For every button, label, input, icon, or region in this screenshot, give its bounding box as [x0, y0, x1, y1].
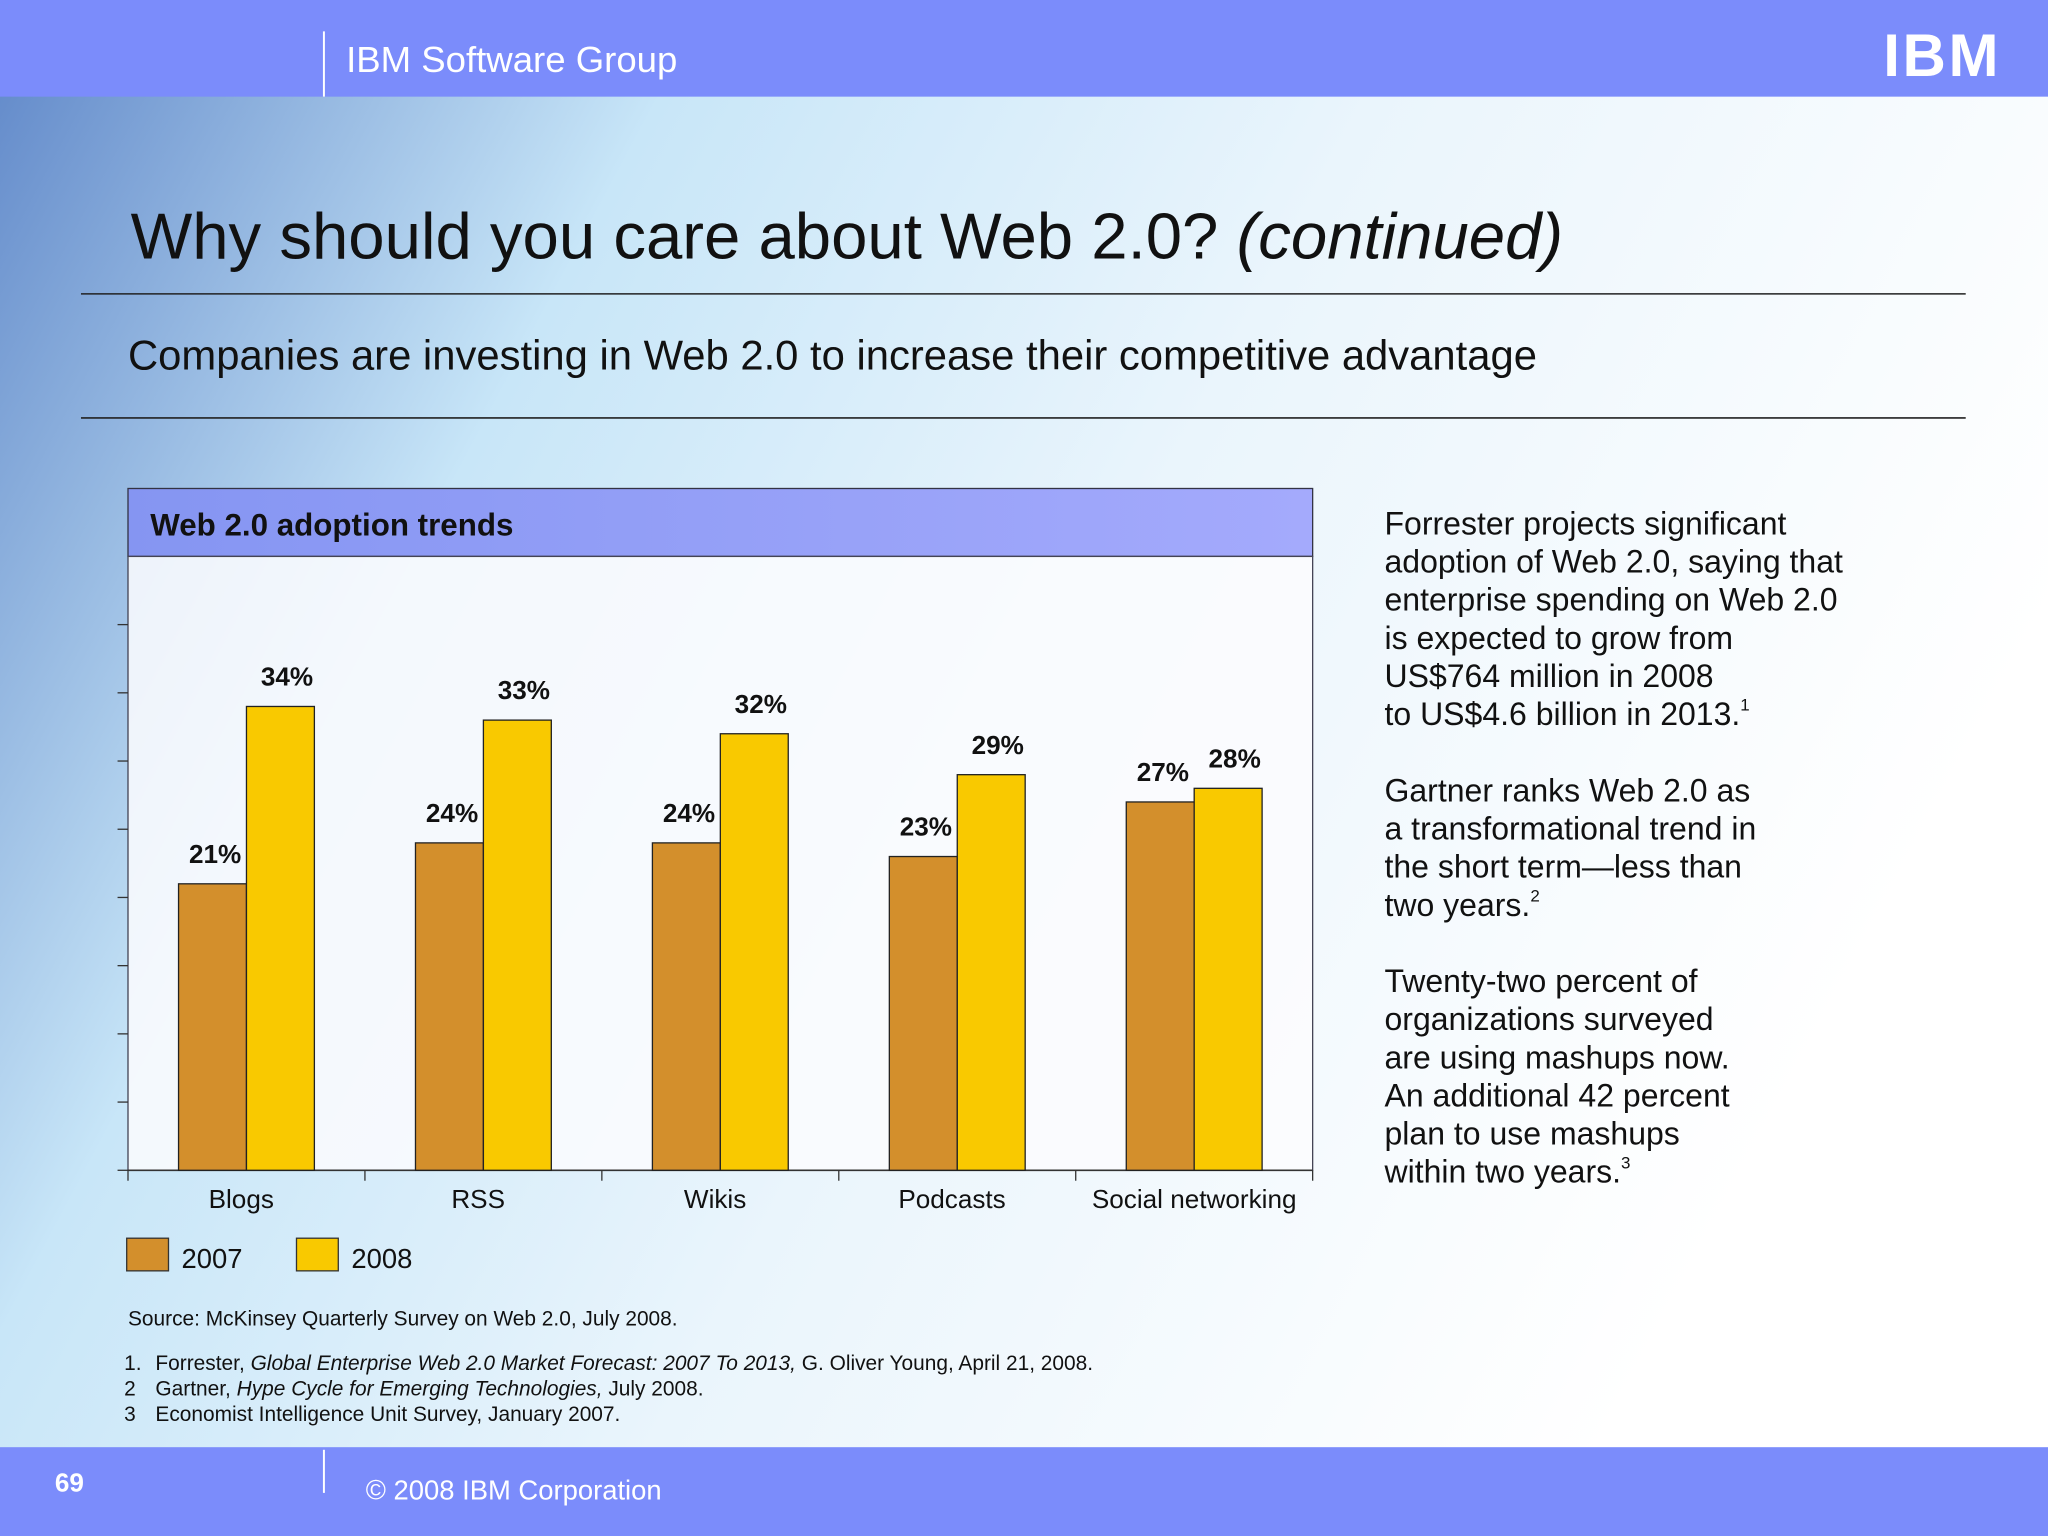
- sidebar-line: the short term—less than: [1384, 849, 1741, 885]
- sidebar-line: adoption of Web 2.0, saying that: [1384, 544, 1843, 580]
- legend-label: 2008: [351, 1243, 412, 1274]
- footnote-number: 3: [124, 1403, 136, 1426]
- sidebar-line: Twenty-two percent of: [1384, 963, 1697, 999]
- footnote-number: 2: [124, 1378, 136, 1401]
- sidebar-text: within two years.: [1383, 1154, 1621, 1190]
- bar: [482, 719, 552, 1171]
- sidebar-text: adoption of Web 2.0, saying that: [1384, 544, 1843, 580]
- sidebar-text: a transformational trend in: [1384, 811, 1756, 847]
- x-tick-label: Blogs: [209, 1184, 274, 1214]
- data-label: 28%: [1209, 743, 1261, 773]
- footnote: Economist Intelligence Unit Survey, Janu…: [155, 1403, 620, 1426]
- sidebar-line: enterprise spending on Web 2.0: [1384, 582, 1837, 618]
- sidebar-line: US$764 million in 2008: [1384, 658, 1713, 694]
- sidebar-line: a transformational trend in: [1384, 811, 1756, 847]
- footnote: Gartner, Hype Cycle for Emerging Technol…: [155, 1378, 703, 1401]
- legend-swatch: [126, 1237, 170, 1272]
- bar: [245, 705, 316, 1171]
- header-band: [0, 0, 2048, 97]
- footnote-work: Hype Cycle for Emerging Technologies,: [237, 1378, 603, 1401]
- x-tick-label: Wikis: [684, 1184, 746, 1214]
- x-tick-label: Social networking: [1092, 1184, 1297, 1214]
- bar: [719, 733, 789, 1171]
- note-ref: 2: [1530, 887, 1539, 906]
- sidebar-text: is expected to grow from: [1384, 620, 1733, 656]
- sidebar-text: Gartner ranks Web 2.0 as: [1384, 773, 1750, 809]
- sidebar-line: An additional 42 percent: [1384, 1078, 1729, 1114]
- data-label: 27%: [1137, 757, 1189, 787]
- data-label: 23%: [900, 812, 952, 842]
- footer-band: [0, 1447, 2048, 1536]
- bar: [651, 842, 721, 1171]
- bar: [956, 774, 1026, 1171]
- x-tick-label: Podcasts: [898, 1184, 1005, 1214]
- logo: IBM: [1883, 22, 2001, 89]
- sidebar-text: Twenty-two percent of: [1384, 963, 1697, 999]
- bar: [177, 883, 248, 1171]
- footnote-source: Economist Intelligence Unit Survey, Janu…: [155, 1403, 620, 1426]
- title-main: Why should you care about Web 2.0?: [131, 200, 1219, 273]
- sidebar-text: US$764 million in 2008: [1384, 658, 1713, 694]
- data-label: 24%: [663, 798, 715, 828]
- sidebar-line: plan to use mashups: [1384, 1116, 1679, 1152]
- sidebar-text: two years.: [1384, 887, 1530, 923]
- legend-swatch: [295, 1237, 339, 1272]
- x-tick-label: RSS: [451, 1184, 505, 1214]
- copyright: © 2008 IBM Corporation: [366, 1474, 662, 1505]
- sidebar-text: plan to use mashups: [1384, 1116, 1679, 1152]
- title-suffix: (continued): [1237, 200, 1564, 273]
- note-ref: 1: [1740, 696, 1749, 715]
- footnote-work: Global Enterprise Web 2.0 Market Forecas…: [251, 1352, 796, 1375]
- sidebar-text: the short term—less than: [1384, 849, 1741, 885]
- sidebar-line: are using mashups now.: [1384, 1040, 1729, 1076]
- data-label: 34%: [261, 662, 313, 692]
- bar: [888, 855, 958, 1171]
- sidebar-line: Gartner ranks Web 2.0 as: [1384, 773, 1750, 809]
- sidebar-line: within two years.3: [1383, 1154, 1630, 1190]
- note-ref: 3: [1621, 1154, 1630, 1173]
- sidebar-text: organizations surveyed: [1384, 1002, 1713, 1038]
- sidebar-text: An additional 42 percent: [1384, 1078, 1729, 1114]
- sidebar-text: enterprise spending on Web 2.0: [1384, 582, 1837, 618]
- data-label: 21%: [189, 839, 241, 869]
- sidebar-line: two years.2: [1384, 887, 1539, 923]
- sidebar-line: to US$4.6 billion in 2013.1: [1384, 696, 1749, 732]
- footnotes: 1. Forrester, Global Enterprise Web 2.0 M…: [124, 1352, 1093, 1426]
- footnote-source: Forrester,: [155, 1352, 244, 1375]
- legend-label: 2007: [182, 1243, 243, 1274]
- sidebar-text: are using mashups now.: [1384, 1040, 1729, 1076]
- data-label: 33%: [498, 675, 550, 705]
- bar: [1193, 787, 1263, 1171]
- chart-title: Web 2.0 adoption trends: [150, 508, 513, 543]
- header-group: IBM Software Group: [346, 39, 677, 80]
- footnote-rest: G. Oliver Young, April 21, 2008.: [802, 1352, 1093, 1375]
- data-label: 32%: [735, 689, 787, 719]
- sidebar-line: is expected to grow from: [1384, 620, 1733, 656]
- data-label: 24%: [426, 798, 478, 828]
- data-label: 29%: [972, 730, 1024, 760]
- sidebar-text: to US$4.6 billion in 2013.: [1384, 697, 1740, 733]
- bar: [1125, 801, 1195, 1171]
- sidebar-line: Forrester projects significant: [1384, 506, 1786, 542]
- chart-source: Source: McKinsey Quarterly Survey on Web…: [128, 1308, 678, 1331]
- bar: [414, 842, 485, 1171]
- page-number: 69: [55, 1468, 84, 1498]
- footnote-source: Gartner,: [155, 1378, 230, 1401]
- footnote: Forrester, Global Enterprise Web 2.0 Mar…: [155, 1352, 1093, 1375]
- footnote-rest: July 2008.: [608, 1378, 703, 1401]
- footnote-number: 1.: [124, 1352, 141, 1375]
- title: Why should you care about Web 2.0? (cont…: [131, 200, 1564, 273]
- chart: Blogs 21% 34% RSS 24% 33% Wikis 24% 32% Podcasts 2…: [117, 623, 1314, 1274]
- sidebar-text: Forrester projects significant: [1384, 506, 1786, 542]
- subtitle: Companies are investing in Web 2.0 to in…: [128, 332, 1537, 379]
- sidebar-line: organizations surveyed: [1384, 1002, 1713, 1038]
